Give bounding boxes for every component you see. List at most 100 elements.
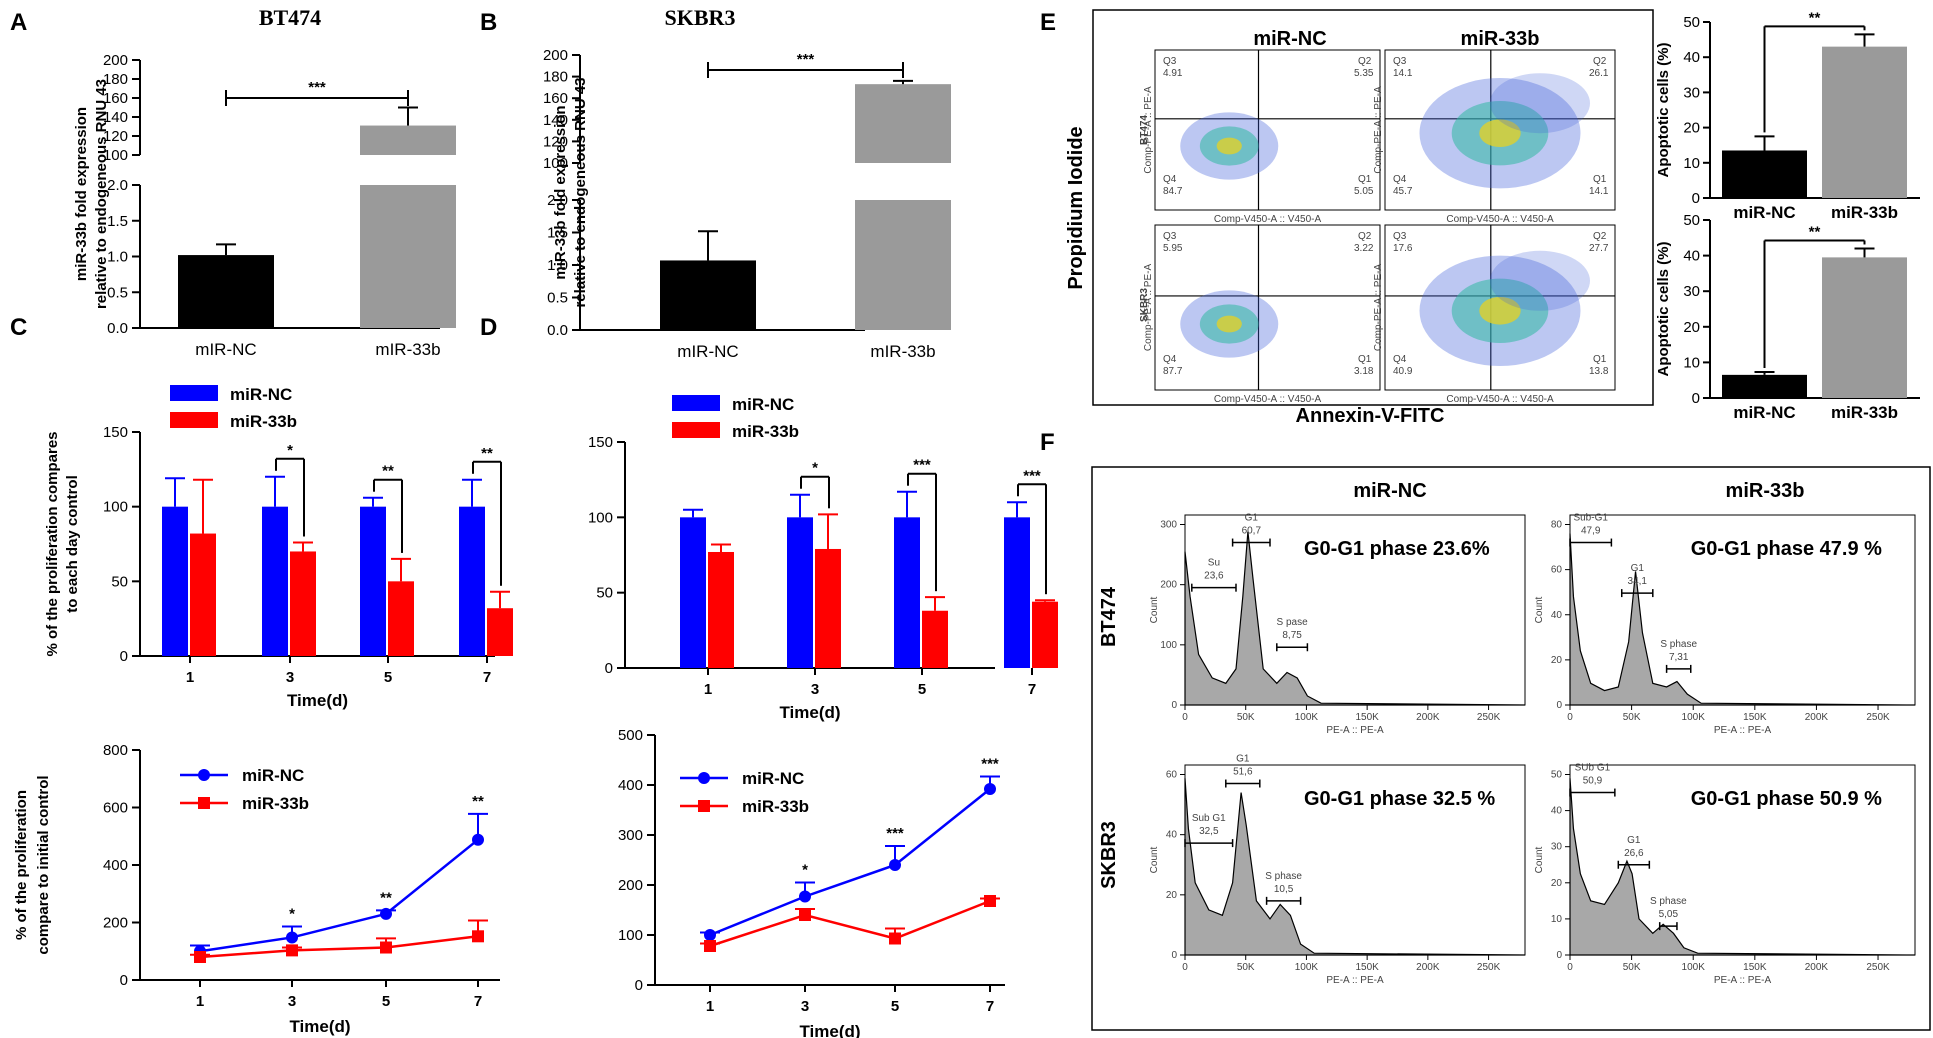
cell-cycle-plot-0-gate-value-2: 8,75 [1282, 630, 1302, 641]
chart-e-bar-1-ytick-label: 50 [1683, 14, 1700, 31]
chart-b-ytick-label: 2.0 [547, 192, 568, 209]
flow-cytometry-frame [1092, 9, 1654, 406]
chart-e-bar-1-bar-1 [1822, 46, 1907, 198]
chart-d-bar-xtick-label: 3 [811, 681, 819, 698]
chart-b-title: SKBR3 [665, 5, 736, 30]
flow-plot-0-q2-value: 5.35 [1354, 68, 1374, 79]
chart-d-line-xtick-label: 5 [891, 998, 899, 1015]
cell-cycle-plot-2-headline: G0-G1 phase 32.5 % [1304, 788, 1495, 810]
chart-e-bar-2-ytick-label: 40 [1683, 248, 1700, 265]
cell-cycle-plot-1-histogram [1569, 533, 1916, 706]
cell-cycle-plot-2-ytick-label: 20 [1166, 890, 1178, 901]
chart-d-line-ytick-label: 300 [618, 827, 643, 844]
chart-a-ylabel: relative to endogeneous RNU 43 [93, 79, 110, 309]
chart-c-line-point-1-2 [380, 941, 392, 954]
flow-plot-1-q3-name: Q3 [1393, 56, 1407, 67]
cell-cycle-plot-0-xtick-label: 150K [1355, 712, 1379, 723]
flow-plot-0-q4-value: 84.7 [1163, 186, 1183, 197]
flow-plot-1-y-axis-text: Comp-PE-A :: PE-A [1373, 86, 1384, 174]
chart-e-bar-2-category-0: miR-NC [1733, 403, 1795, 422]
flow-plot-1-density-core [1479, 119, 1521, 147]
chart-e-bar-1-ytick-label: 30 [1683, 84, 1700, 101]
chart-c-bar-sig-stars-2: ** [382, 463, 394, 480]
cell-cycle-plot-2-xtick-label: 0 [1182, 962, 1188, 973]
panel-label-d: D [480, 314, 497, 341]
chart-a-ytick-label: 120 [103, 128, 128, 145]
cell-cycle-plot-0-gate-name-1: G1 [1245, 513, 1259, 524]
chart-c-bar-legend-swatch-0 [170, 385, 218, 401]
chart-d-line-ytick-label: 100 [618, 927, 643, 944]
chart-c-line-ytick-label: 0 [120, 972, 128, 989]
cell-cycle-plot-0-histogram [1184, 531, 1526, 706]
chart-d-bar-legend-swatch-1 [672, 422, 720, 438]
chart-a-bar-1-lower [360, 185, 456, 328]
flow-plot-2-x-axis-text: Comp-V450-A :: V450-A [1214, 394, 1322, 405]
cell-cycle-plot-1-ytick-label: 60 [1551, 565, 1563, 576]
cell-cycle-plot-2-xtick-label: 50K [1237, 962, 1255, 973]
chart-d-line-point-0-2 [889, 859, 901, 871]
chart-d-line-ytick-label: 200 [618, 877, 643, 894]
chart-b-ylabel: relative to endogeneous RNU 43 [572, 77, 589, 307]
flow-plot-2-q2-name: Q2 [1358, 231, 1372, 242]
chart-d-bar-ytick-label: 100 [588, 509, 613, 526]
flow-plot-1-q3-value: 14.1 [1393, 68, 1413, 79]
cell-cycle-plot-0-xtick-label: 100K [1295, 712, 1319, 723]
chart-d-line-series-line-0 [709, 788, 991, 937]
chart-c-line-point-1-0 [194, 951, 206, 963]
flow-plot-0-x-axis-text: Comp-V450-A :: V450-A [1214, 214, 1322, 225]
cell-cycle-plot-2-gate-value-1: 51,6 [1233, 767, 1253, 778]
cell-cycle-plot-2-ytick-label: 60 [1166, 770, 1178, 781]
chart-d-bar-bar-0-2 [894, 517, 920, 668]
flow-plot-2-q4-value: 87.7 [1163, 366, 1183, 377]
chart-c-bar-xlabel: Time(d) [287, 691, 348, 710]
flow-plot-0-q1-value: 5.05 [1354, 186, 1374, 197]
chart-d-bar-bar-0-1 [787, 517, 813, 668]
cell-cycle-plot-2-gate-name-2: S phase [1265, 871, 1302, 882]
chart-d-line-point-0-1 [799, 890, 811, 903]
chart-a-category-0: mIR-NC [195, 340, 256, 359]
chart-c-line-xtick-label: 3 [288, 993, 296, 1010]
chart-d-bar-ytick-label: 150 [588, 434, 613, 451]
flow-plot-2-q1-value: 3.18 [1354, 366, 1374, 377]
flow-plot-1-q2-value: 26.1 [1589, 68, 1609, 79]
chart-d-line-legend-marker-0 [698, 772, 710, 784]
cell-cycle-plot-2-gate-name-1: G1 [1236, 754, 1250, 765]
chart-b-sig-stars: *** [797, 51, 815, 68]
chart-d-bar-bar-0-0 [680, 517, 706, 668]
cell-cycle-plot-3-headline: G0-G1 phase 50.9 % [1691, 788, 1882, 810]
cell-cycle-plot-3-gate-name-1: G1 [1627, 835, 1641, 846]
chart-a-ytick-label: 2.0 [107, 177, 128, 194]
chart-d-line-legend-label-1: miR-33b [742, 797, 809, 816]
chart-c-bar-bar-1-2 [388, 581, 414, 656]
chart-a-ytick-label: 200 [103, 52, 128, 69]
flow-plot-3-y-axis-text: Comp-PE-A :: PE-A [1373, 264, 1384, 352]
cell-cycle-plot-1-xtick-label: 200K [1805, 712, 1829, 723]
chart-a-ytick-label: 140 [103, 109, 128, 126]
cell-cycle-plot-2-ytick-label: 40 [1166, 830, 1178, 841]
flow-plot-0-q1-name: Q1 [1358, 174, 1372, 185]
flow-y-label: Propidium Iodide [1065, 126, 1087, 289]
chart-d-line-point-1-0 [704, 940, 716, 952]
chart-d-line-ytick-label: 0 [635, 977, 643, 994]
cell-cycle-plot-3-gate-value-2: 5,05 [1659, 909, 1679, 920]
chart-c-bar-sig-stars-1: * [287, 442, 293, 459]
cell-cycle-row-label-1: SKBR3 [1098, 821, 1120, 889]
cell-cycle-plot-3-xtick-label: 150K [1743, 962, 1767, 973]
chart-c-bar-ylabel: % of the proliferation compares [44, 431, 61, 656]
flow-plot-2-q2-value: 3.22 [1354, 243, 1374, 254]
chart-c-line-legend-label-1: miR-33b [242, 794, 309, 813]
cell-cycle-plot-3-xtick-label: 0 [1567, 962, 1573, 973]
cell-cycle-plot-0-ytick-label: 300 [1160, 520, 1177, 531]
cell-cycle-plot-0-gate-name-0: Su [1208, 558, 1220, 569]
chart-e-bar-2-ytick-label: 50 [1683, 212, 1700, 229]
chart-c-bar-ytick-label: 150 [103, 424, 128, 441]
chart-c-line-sig-stars-2: ** [380, 889, 392, 906]
flow-plot-3-density-core [1479, 297, 1521, 325]
chart-c-line-point-0-1 [286, 931, 298, 944]
chart-e-bar-2-ytick-label: 10 [1683, 354, 1700, 371]
cell-cycle-plot-3-xtick-label: 200K [1805, 962, 1829, 973]
chart-d-bar-sig-stars-3: *** [1023, 467, 1041, 484]
chart-c-line-legend-marker-1 [198, 797, 210, 809]
chart-d-line-series-line-1 [709, 899, 991, 948]
chart-d-bar-xtick-label: 7 [1028, 681, 1036, 698]
